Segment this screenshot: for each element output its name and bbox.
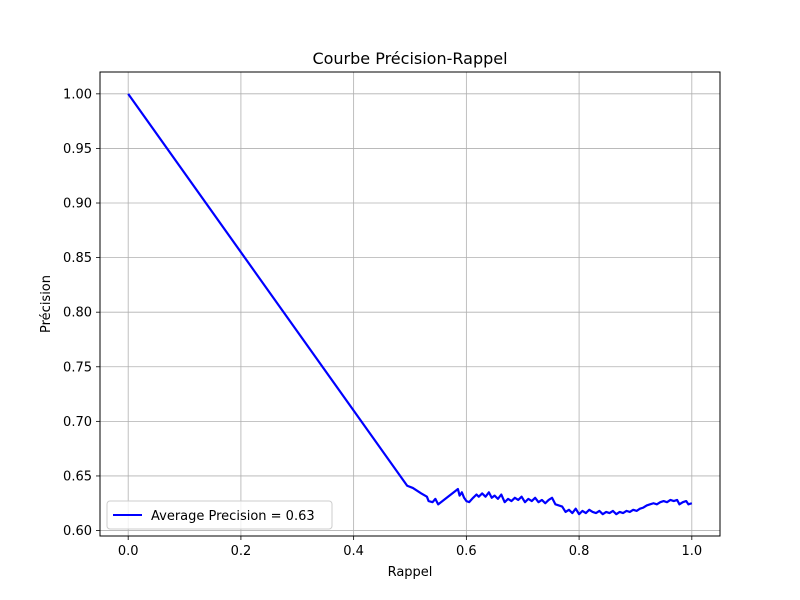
y-tick-label: 0.65: [63, 469, 92, 484]
x-tick-label: 0.8: [569, 544, 590, 559]
x-tick-label: 0.0: [118, 544, 139, 559]
y-tick-label: 0.60: [63, 524, 92, 539]
y-tick-label: 0.80: [63, 306, 92, 321]
chart-title: Courbe Précision-Rappel: [312, 49, 507, 68]
y-tick-label: 0.75: [63, 360, 92, 375]
x-tick-label: 0.4: [343, 544, 364, 559]
x-tick-label: 0.2: [231, 544, 252, 559]
x-axis-ticks: 0.0 0.2 0.4 0.6 0.8 1.0: [118, 536, 702, 559]
x-tick-label: 0.6: [456, 544, 477, 559]
y-tick-label: 0.90: [63, 197, 92, 212]
x-tick-label: 1.0: [681, 544, 702, 559]
y-tick-label: 0.70: [63, 415, 92, 430]
y-tick-label: 0.85: [63, 251, 92, 266]
plot-area-frame: [99, 71, 721, 537]
x-axis-label: Rappel: [388, 565, 433, 580]
y-tick-label: 0.95: [63, 142, 92, 157]
y-axis-ticks: 0.60 0.65 0.70 0.75 0.80 0.85 0.90 0.95 1.00: [63, 87, 100, 539]
legend: Average Precision = 0.63: [106, 500, 333, 530]
series-layer: [127, 93, 693, 516]
pr-curve-line: [127, 93, 693, 516]
legend-box: [106, 500, 333, 530]
y-tick-label: 1.00: [63, 87, 92, 102]
legend-label: Average Precision = 0.63: [151, 509, 315, 524]
grid-lines: [100, 72, 720, 536]
y-axis-label: Précision: [39, 275, 54, 333]
